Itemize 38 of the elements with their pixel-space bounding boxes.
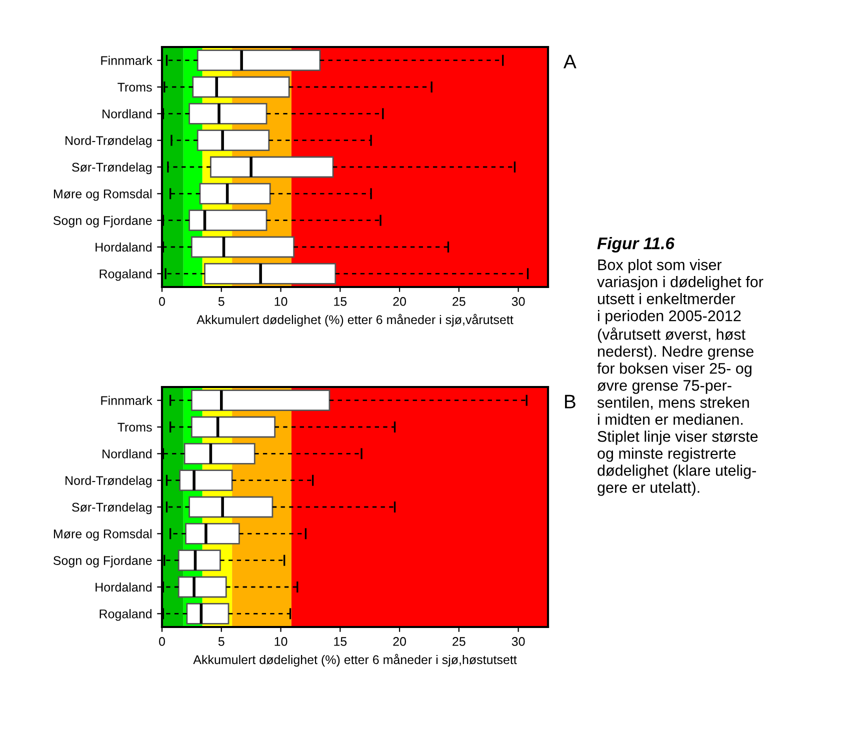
x-tick-label: 0: [159, 297, 165, 306]
text: Box plot som viser variasjon i dødelighet for utsett i enkeltmerder i perioden 2005-2012 (vårutsett øverst, høst nederst). Nedre grense for boksen viser 25- og øvre grense 75-per- sentilen, mens streken i midten er medianen. Stiplet linje viser største og minste registrerte dødelighet (klare utelig- gere er utelatt).: [597, 259, 764, 496]
x-tick-label: 0: [159, 637, 165, 646]
x-tick-label: 20: [393, 637, 406, 646]
y-tick-label: Sør-Trøndelag: [72, 162, 152, 174]
y-tick-label: Troms: [118, 422, 152, 432]
y-tick-label: Nordland: [102, 109, 152, 118]
y-tick-label: Hordaland: [96, 582, 152, 592]
y-tick-label: Nord-Trøndelag: [66, 136, 152, 148]
y-tick-label: Møre og Romsdal: [54, 529, 152, 541]
x-tick-label: 25: [452, 637, 466, 646]
y-tick-label: Nord-Trøndelag: [66, 476, 152, 488]
x-tick-label: 5: [218, 297, 224, 306]
x-tick-label: 25: [452, 297, 466, 306]
x-tick-label: 10: [274, 297, 288, 306]
x-tick-label: 15: [334, 637, 347, 646]
text: Figur 11.6: [597, 237, 675, 253]
y-tick-label: Finnmark: [101, 396, 152, 405]
text: B: [565, 394, 576, 408]
x-axis-title: Akkumulert dødelighet (%) etter 6 måneder i sjø,vårutsett: [196, 314, 514, 327]
y-tick-label: Hordaland: [96, 242, 152, 252]
y-tick-label: Finnmark: [101, 56, 152, 65]
y-tick-label: Nordland: [102, 449, 152, 458]
text: A: [563, 54, 576, 68]
x-tick-label: 5: [218, 637, 224, 646]
x-axis-title: Akkumulert dødelighet (%) etter 6 måneder i sjø,høstutsett: [193, 654, 517, 667]
x-tick-label: 20: [393, 297, 406, 306]
x-tick-label: 10: [274, 637, 288, 646]
x-tick-label: 30: [512, 297, 525, 306]
y-tick-label: Sogn og Fjordane: [53, 556, 152, 568]
y-tick-label: Troms: [118, 82, 152, 92]
x-tick-label: 30: [512, 637, 525, 646]
x-tick-label: 15: [334, 297, 347, 306]
y-tick-label: Rogaland: [100, 269, 152, 281]
y-tick-label: Sør-Trøndelag: [72, 502, 152, 514]
y-tick-label: Sogn og Fjordane: [53, 216, 152, 228]
y-tick-label: Møre og Romsdal: [54, 189, 152, 201]
y-tick-label: Rogaland: [100, 609, 152, 621]
